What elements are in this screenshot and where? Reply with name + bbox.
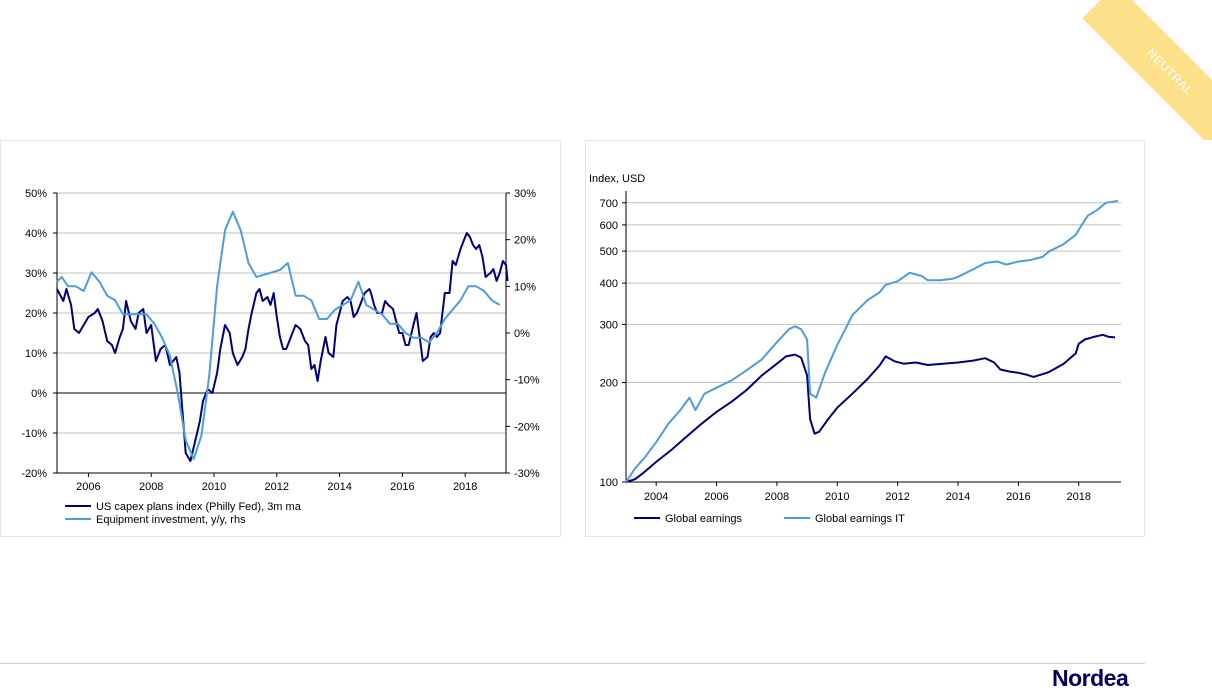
y-axis-label: Index, USD [589,173,645,185]
y-tick-label: 200 [600,378,618,390]
x-tick-label: 2014 [946,491,970,503]
capex-chart: -20% -10% 0% 10% 20% 30% 40% 50% -30% -20% -10% 0% 1… [21,188,540,526]
y-right-tick-label: 10% [514,281,536,293]
y-tick-label: 20% [25,308,47,320]
status-ribbon: NEUTRAL [1060,0,1212,140]
x-tick-label: 2010 [825,491,849,503]
x-tick-label: 2004 [644,491,668,503]
series-line-1 [625,333,1116,483]
y-right-tick-label: -30% [514,468,540,480]
x-tick-label: 2016 [1006,491,1030,503]
legend-label: US capex plans index (Philly Fed), 3m ma [96,501,302,513]
y-tick-label: 400 [600,278,618,290]
y-right-tick-label: -20% [514,421,540,433]
x-tick-label: 2018 [1067,491,1091,503]
legend-label: Equipment investment, y/y, rhs [96,514,246,526]
y-right-tick-label: 30% [514,188,536,200]
legend-label: Global earnings IT [815,513,905,525]
y-tick-label: 100 [600,477,618,489]
y-right-tick-label: -10% [514,375,540,387]
y-tick-label: 10% [25,348,47,360]
legend-label: Global earnings [665,513,743,525]
x-tick-label: 2008 [765,491,789,503]
x-tick-label: 2006 [704,491,728,503]
nordea-logo: Nordea [1052,665,1129,691]
x-tick-label: 2018 [453,481,477,493]
y-right-tick-label: 20% [514,235,536,247]
y-tick-label: 30% [25,268,47,280]
series-line-2 [625,199,1119,483]
x-tick-label: 2012 [885,491,909,503]
x-tick-label: 2012 [265,481,289,493]
x-tick-label: 2014 [327,481,351,493]
x-tick-label: 2010 [202,481,226,493]
x-tick-label: 2006 [76,481,100,493]
x-tick-label: 2008 [139,481,163,493]
chart-panel-earnings: Index, USD 100 200 300 400 500 600 700 2004 2006 2… [585,140,1145,537]
series-line-2 [56,210,501,460]
y-tick-label: 50% [25,188,47,200]
y-tick-label: -20% [21,468,47,480]
x-tick-label: 2016 [390,481,414,493]
y-tick-label: 600 [600,220,618,232]
y-tick-label: 300 [600,319,618,331]
footer-divider [0,663,1145,664]
y-tick-label: 700 [600,198,618,210]
y-tick-label: 500 [600,246,618,258]
y-right-tick-label: 0% [514,328,530,340]
y-tick-label: 0% [31,388,47,400]
y-tick-label: 40% [25,228,47,240]
y-tick-label: -10% [21,428,47,440]
status-badge: NEUTRAL [1082,0,1212,140]
chart-panel-capex: -20% -10% 0% 10% 20% 30% 40% 50% -30% -20% -10% 0% 1… [0,140,561,537]
earnings-chart: Index, USD 100 200 300 400 500 600 700 2004 2006 2… [589,173,1121,525]
